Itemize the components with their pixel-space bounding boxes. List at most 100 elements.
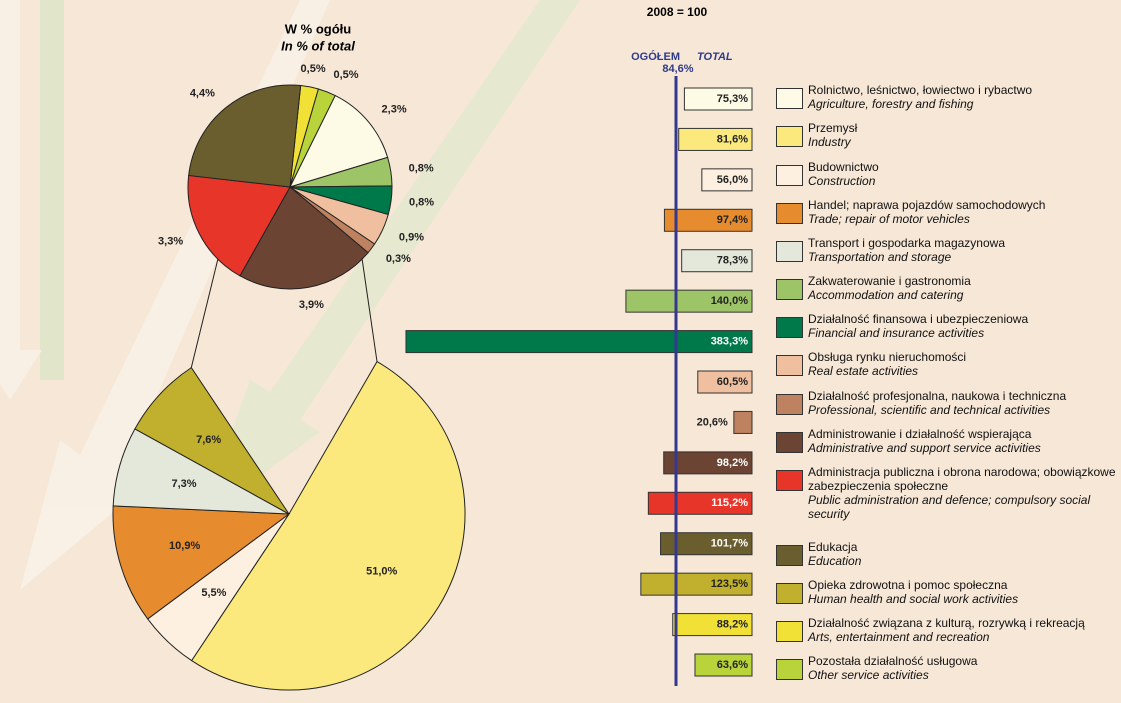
bar-value-label: 88,2%	[717, 618, 748, 630]
pie-value-label: 5,5%	[201, 587, 226, 599]
legend-label: Transport i gospodarka magazynowa	[808, 236, 1118, 250]
legend-label-en: Arts, entertainment and recreation	[808, 630, 1118, 644]
pie-value-label: 7,6%	[196, 434, 221, 446]
legend-swatch	[776, 165, 803, 186]
pie-title: W % ogółu	[285, 21, 351, 36]
legend-label: Administrowanie i działalność wspierając…	[808, 427, 1118, 441]
bar-value-label: 115,2%	[711, 497, 748, 509]
pie-value-label: 2,3%	[382, 103, 407, 115]
legend-label: Handel; naprawa pojazdów samochodowych	[808, 198, 1118, 212]
legend-label: Budownictwo	[808, 160, 1118, 174]
bar-value-label: 20,6%	[697, 416, 728, 428]
pie-subtitle: In % of total	[281, 38, 355, 53]
legend-label: Działalność finansowa i ubezpieczeniowa	[808, 312, 1118, 326]
bar-value-label: 81,6%	[717, 133, 748, 145]
bar-value-label: 101,7%	[711, 538, 749, 550]
pie-value-label: 0,5%	[301, 63, 326, 75]
legend-entry: EdukacjaEducation	[808, 540, 1118, 568]
legend-swatch	[776, 279, 803, 300]
legend-label-en: Financial and insurance activities	[808, 326, 1118, 340]
legend-label-en: Other service activities	[808, 668, 1118, 682]
legend-swatch	[776, 355, 803, 376]
legend-label-en: Trade; repair of motor vehicles	[808, 212, 1118, 226]
legend-entry: Handel; naprawa pojazdów samochodowychTr…	[808, 198, 1118, 226]
legend-label-en: Professional, scientific and technical a…	[808, 403, 1118, 417]
legend-label-en: Real estate activities	[808, 364, 1118, 378]
legend-label-en: Transportation and storage	[808, 250, 1118, 264]
bar-value-label: 383,3%	[711, 335, 749, 347]
legend-swatch	[776, 317, 803, 338]
total-label: OGÓŁEM	[631, 50, 680, 63]
bar-value-label: 123,5%	[711, 578, 749, 590]
legend-entry: Rolnictwo, leśnictwo, łowiectwo i rybact…	[808, 83, 1118, 111]
legend-label: Zakwaterowanie i gastronomia	[808, 274, 1118, 288]
bar-title: 2008 = 100	[647, 5, 708, 19]
legend-label: Pozostała działalność usługowa	[808, 654, 1118, 668]
pie-value-label: 0,5%	[334, 69, 359, 81]
bar-value-label: 140,0%	[711, 295, 749, 307]
legend-entry: Działalność związana z kulturą, rozrywką…	[808, 616, 1118, 644]
pie-value-label: 51,0%	[366, 565, 397, 577]
legend-label-en: Public administration and defence; compu…	[808, 493, 1118, 521]
pie-value-label: 0,8%	[409, 197, 434, 209]
legend-label: Administracja publiczna i obrona narodow…	[808, 465, 1118, 493]
legend-entry: Administrowanie i działalność wspierając…	[808, 427, 1118, 455]
legend-entry: Administracja publiczna i obrona narodow…	[808, 465, 1118, 521]
legend-label-en: Administrative and support service activ…	[808, 441, 1118, 455]
legend-swatch	[776, 470, 803, 491]
legend-label-en: Construction	[808, 174, 1118, 188]
legend-swatch	[776, 621, 803, 642]
legend-swatch	[776, 126, 803, 147]
legend-label-en: Industry	[808, 135, 1118, 149]
bar-value-label: 75,3%	[717, 93, 748, 105]
bar	[406, 331, 752, 353]
bar	[734, 411, 752, 433]
legend-label: Działalność związana z kulturą, rozrywką…	[808, 616, 1118, 630]
legend-label-en: Agriculture, forestry and fishing	[808, 97, 1118, 111]
pie-slice	[189, 85, 301, 187]
legend-label: Edukacja	[808, 540, 1118, 554]
legend-entry: Działalność profesjonalna, naukowa i tec…	[808, 389, 1118, 417]
bar-value-label: 78,3%	[717, 255, 748, 267]
bar-value-label: 63,6%	[717, 659, 748, 671]
page: W % ogółu In % of total 2008 = 100 OGÓŁE…	[0, 0, 1121, 703]
legend-swatch	[776, 394, 803, 415]
legend-label-en: Accommodation and catering	[808, 288, 1118, 302]
decor	[0, 0, 42, 400]
legend-swatch	[776, 545, 803, 566]
legend-label: Przemysł	[808, 121, 1118, 135]
legend-label: Działalność profesjonalna, naukowa i tec…	[808, 389, 1118, 403]
bar-value-label: 97,4%	[717, 214, 748, 226]
legend-swatch	[776, 659, 803, 680]
pie-value-label: 7,3%	[171, 478, 196, 490]
legend-swatch	[776, 203, 803, 224]
decor	[40, 0, 64, 380]
legend-swatch	[776, 88, 803, 109]
pie-value-label: 10,9%	[169, 540, 200, 552]
bar-value-label: 56,0%	[717, 174, 748, 186]
pie-value-label: 3,9%	[299, 299, 324, 311]
legend-label: Rolnictwo, leśnictwo, łowiectwo i rybact…	[808, 83, 1118, 97]
bar-value-label: 98,2%	[717, 457, 748, 469]
legend-label-en: Education	[808, 554, 1118, 568]
legend-swatch	[776, 241, 803, 262]
legend-label: Obsługa rynku nieruchomości	[808, 350, 1118, 364]
legend-label: Opieka zdrowotna i pomoc społeczna	[808, 578, 1118, 592]
pie-value-label: 0,3%	[386, 253, 411, 265]
legend-entry: Zakwaterowanie i gastronomiaAccommodatio…	[808, 274, 1118, 302]
pie-value-label: 0,8%	[409, 163, 434, 175]
legend-label-en: Human health and social work activities	[808, 592, 1118, 606]
legend-swatch	[776, 583, 803, 604]
pie-value-label: 0,9%	[399, 231, 424, 243]
total-value-label: 84,6%	[662, 63, 693, 75]
total-label-en: TOTAL	[697, 51, 733, 63]
bar-value-label: 60,5%	[717, 376, 748, 388]
pie-value-label: 4,4%	[190, 87, 215, 99]
pie-value-label: 3,3%	[158, 235, 183, 247]
legend-swatch	[776, 432, 803, 453]
